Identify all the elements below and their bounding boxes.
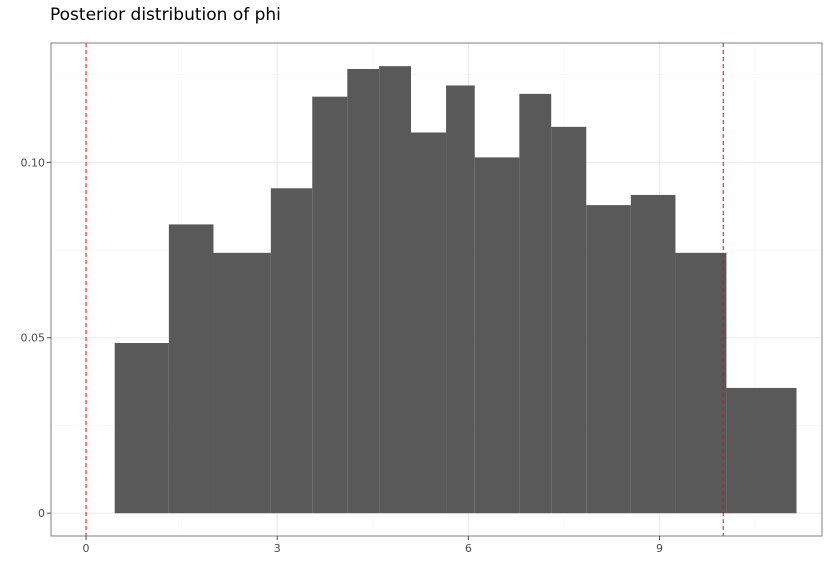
histogram-bar <box>411 132 447 514</box>
histogram-bar <box>630 194 676 514</box>
chart-title: Posterior distribution of phi <box>50 5 281 25</box>
histogram-bar <box>168 224 214 514</box>
panel-border <box>50 42 823 537</box>
x-tick-label: 3 <box>274 542 281 555</box>
histogram-bar <box>551 126 587 514</box>
x-tick-label: 0 <box>83 542 90 555</box>
reference-lines <box>85 43 724 536</box>
histogram-bar <box>347 68 380 514</box>
histogram-bar <box>474 157 520 514</box>
x-axis: 0 3 6 9 <box>83 536 663 555</box>
histogram-bars <box>114 66 797 514</box>
histogram-bar <box>519 93 552 514</box>
histogram-bar <box>586 205 631 514</box>
histogram-bar <box>446 85 475 514</box>
y-axis: 0 0.05 0.10 <box>21 156 51 520</box>
histogram-bar <box>726 387 797 514</box>
x-tick-label: 6 <box>465 542 472 555</box>
histogram-bar <box>675 252 727 514</box>
histogram-bar <box>379 66 412 514</box>
histogram-bar <box>312 96 348 514</box>
y-tick-label: 0 <box>38 507 45 520</box>
histogram-bar <box>270 188 313 514</box>
histogram-bar <box>213 252 271 514</box>
x-tick-label: 9 <box>656 542 663 555</box>
histogram-bar <box>114 343 169 514</box>
y-tick-label: 0.10 <box>21 156 46 169</box>
y-tick-label: 0.05 <box>21 332 46 345</box>
